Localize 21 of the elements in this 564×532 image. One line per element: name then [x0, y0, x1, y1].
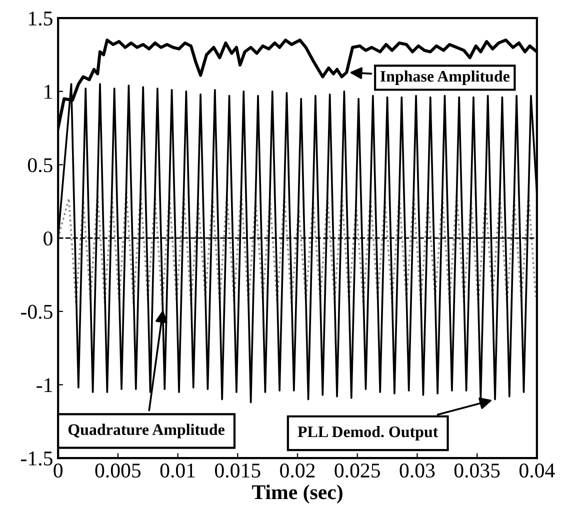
- x-tick-label: 0.035: [454, 464, 500, 478]
- x-tick-label: 0: [54, 464, 63, 478]
- x-tick-label: 0.01: [160, 464, 195, 478]
- y-tick-label: 1: [44, 84, 52, 99]
- x-tick-label: 0.04: [519, 464, 555, 478]
- line-series: [58, 190, 537, 306]
- y-tick-label: -1: [36, 378, 52, 392]
- y-tick-label: 0.5: [28, 158, 52, 172]
- x-tick-label: 0.025: [334, 464, 380, 478]
- y-tick-label: 0: [44, 231, 52, 246]
- x-tick-label: 0.015: [215, 464, 260, 478]
- x-axis-title: Time (sec): [252, 484, 342, 504]
- x-tick-label: 0.005: [95, 464, 141, 478]
- y-tick-label: -1.5: [21, 452, 52, 466]
- annotation: PLL Demod. Output: [298, 426, 438, 440]
- y-tick-label: 1.5: [29, 12, 52, 26]
- x-tick-label: 0.02: [280, 464, 315, 478]
- x-tick-label: 0.03: [400, 464, 435, 478]
- y-tick-label: -0.5: [21, 304, 52, 319]
- annotation: Inphase Amplitude: [380, 70, 510, 85]
- annotation: Quadrature Amplitude: [68, 424, 224, 438]
